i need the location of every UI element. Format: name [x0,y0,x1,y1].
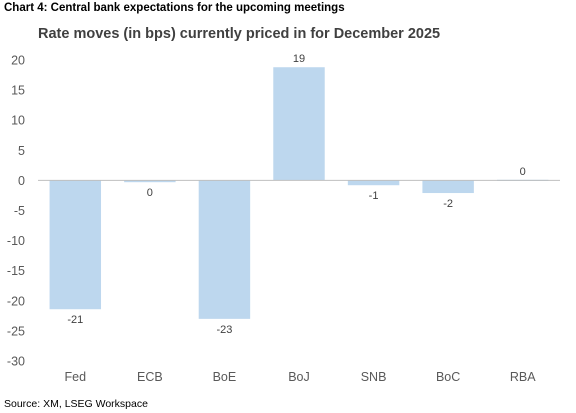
y-tick-label: 10 [11,114,25,128]
chart-title: Rate moves (in bps) currently priced in … [38,26,440,42]
x-tick-label: ECB [137,370,163,384]
y-tick-label: 20 [11,54,25,68]
y-axis: 20 15 10 5 0 -5 -10 -15 -20 -25 -30 [7,54,25,369]
y-tick-label: 15 [11,84,25,98]
x-tick-label: RBA [510,370,536,384]
data-label: 0 [147,187,153,199]
x-tick-label: SNB [361,370,387,384]
data-labels: -21 0 -23 19 -1 -2 0 [67,53,525,336]
figure-header: Chart 4: Central bank expectations for t… [4,2,345,14]
data-label: 19 [293,53,305,65]
bars [49,67,549,319]
y-tick-label: -30 [7,355,25,369]
x-tick-label: BoE [213,370,237,384]
data-label: -21 [67,314,83,326]
x-tick-label: BoC [436,370,460,384]
bar-snb [347,180,400,186]
bar-boc [422,180,474,194]
bar-boj [273,67,325,181]
source-note: Source: XM, LSEG Workspace [4,398,148,410]
bar-fed [49,180,102,310]
y-tick-label: 5 [18,144,25,158]
x-tick-label: BoJ [288,370,310,384]
y-tick-label: 0 [18,174,25,188]
data-label: -2 [443,198,453,210]
y-tick-label: -15 [7,264,25,278]
data-label: -23 [216,324,232,336]
y-tick-label: -25 [7,324,25,338]
y-tick-label: -20 [7,294,25,308]
data-label: -1 [369,190,379,202]
bar-boe [198,180,251,319]
bar-ecb [124,180,176,183]
data-label: 0 [520,166,526,178]
x-axis: Fed ECB BoE BoJ SNB BoC RBA [65,370,537,384]
x-tick-label: Fed [65,370,87,384]
y-tick-label: -10 [7,234,25,248]
y-tick-label: -5 [14,204,25,218]
